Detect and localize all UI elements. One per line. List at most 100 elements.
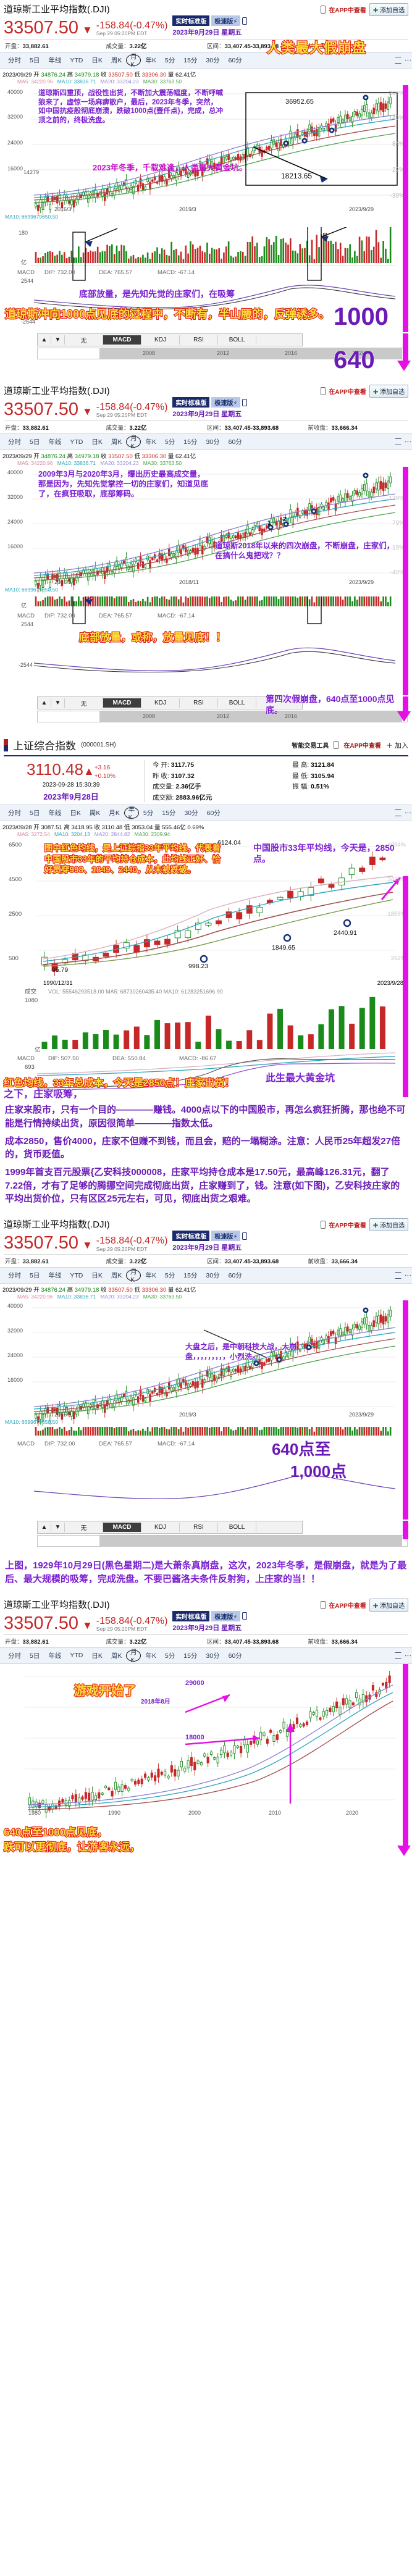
app-view-link[interactable]: 在APP中查看 — [329, 1602, 366, 1610]
tab-ytd[interactable]: YTD — [70, 56, 83, 64]
ind-down-icon[interactable]: ▼ — [51, 698, 65, 708]
ind-macd[interactable]: MACD — [103, 698, 141, 708]
tab-60min[interactable]: 60分 — [228, 438, 242, 446]
tab-5day[interactable]: 5日 — [30, 1272, 40, 1280]
ind-up-icon[interactable]: ▲ — [38, 1523, 51, 1533]
dji-indbar-3[interactable]: ▲ ▼ 无 MACD KDJ RSI BOLL — [0, 1521, 412, 1553]
ind-up-icon[interactable]: ▲ — [38, 698, 51, 708]
app-view-link[interactable]: 在APP中查看 — [329, 7, 366, 14]
sh-tab-60min[interactable]: 60分 — [206, 809, 221, 818]
fullscreen-icon[interactable] — [395, 438, 401, 445]
tab-weekk[interactable]: 周K — [111, 1272, 122, 1280]
tab-30min[interactable]: 30分 — [206, 57, 220, 64]
badge-standard[interactable]: 实时标准版 — [172, 397, 210, 408]
ind-kdj[interactable]: KDJ — [141, 698, 180, 708]
ind-kdj[interactable]: KDJ — [141, 335, 180, 345]
sh-tab-30min[interactable]: 30分 — [184, 809, 198, 818]
ind-rsi[interactable]: RSI — [180, 335, 218, 345]
dji-chart-canvas-1[interactable]: 40000 32000 24000 16000 14279 206% 145% … — [0, 40, 412, 227]
sh-tab-15min[interactable]: 15分 — [162, 809, 176, 818]
badge-standard[interactable]: 实时标准版 — [172, 1610, 210, 1621]
tab-yeark[interactable]: 年K — [145, 1272, 156, 1280]
dji-chart-canvas-3[interactable]: 40000 32000 24000 16000 大盘之后，是中朝科技大战，大崩盘… — [0, 1300, 412, 1428]
tab-yearline[interactable]: 年线 — [48, 1652, 62, 1660]
fullscreen-icon[interactable] — [395, 809, 401, 817]
ind-none[interactable]: 无 — [65, 697, 103, 709]
dji-chart-canvas-2[interactable]: 40000 32000 24000 16000 139% 79% 19% -40… — [0, 467, 412, 596]
ind-macd[interactable]: MACD — [103, 335, 141, 345]
tab-5min[interactable]: 5分 — [164, 57, 175, 64]
tab-5day[interactable]: 5日 — [30, 57, 40, 64]
tab-monthk-selected[interactable]: 月K — [126, 1268, 141, 1284]
tab-5day[interactable]: 5日 — [30, 438, 40, 446]
tab-fenshi[interactable]: 分时 — [8, 57, 21, 64]
tab-15min[interactable]: 15分 — [183, 57, 198, 64]
tab-ytd[interactable]: YTD — [70, 1652, 83, 1660]
more-options-icon[interactable]: ⋮ — [404, 57, 411, 64]
sh-volume-macd[interactable]: 1990/12/31 2023/9/28 成交 VOL: 55546293518… — [0, 980, 412, 1100]
tab-ytd[interactable]: YTD — [70, 438, 83, 446]
tab-yearline[interactable]: 年线 — [48, 1272, 62, 1280]
sh-tab-5day[interactable]: 5日 — [30, 809, 40, 818]
more-options-icon[interactable]: ⋮ — [404, 809, 411, 817]
dji-volume-macd-2[interactable]: 亿 MACD DIF: 732.00 DEA: 765.57 MACD: -67… — [0, 596, 412, 695]
badge-standard[interactable]: 实时标准版 — [172, 15, 210, 26]
more-options-icon[interactable]: ⋮ — [404, 1652, 411, 1659]
tab-fenshi[interactable]: 分时 — [8, 1272, 21, 1280]
tab-yearline[interactable]: 年线 — [48, 438, 62, 446]
tab-30min[interactable]: 30分 — [206, 1272, 220, 1280]
badge-fast[interactable]: 极速版⚡ — [211, 1231, 241, 1242]
badge-standard[interactable]: 实时标准版 — [172, 1231, 210, 1242]
tab-5day[interactable]: 5日 — [30, 1652, 40, 1660]
tab-ytd[interactable]: YTD — [70, 1271, 83, 1279]
tab-15min[interactable]: 15分 — [183, 1652, 198, 1660]
dji-indbar-2[interactable]: ▲ ▼ 无 MACD KDJ RSI BOLL 2008 2012 2016 第… — [0, 694, 412, 734]
tab-monthk-selected[interactable]: 月K — [126, 1649, 141, 1664]
sh-chart-canvas[interactable]: 6500 4500 2500 500 4994% 3426% 1859% 292… — [0, 838, 412, 981]
tab-fenshi[interactable]: 分时 — [8, 438, 21, 446]
ind-up-icon[interactable]: ▲ — [38, 335, 51, 345]
smart-trading-tool-link[interactable]: 智能交易工具 — [292, 743, 329, 750]
dji-volume-macd-3[interactable]: MACD DIF: 732.00 DEA: 765.57 MACD: -67.1… — [0, 1427, 412, 1520]
sh-tab-fenshi[interactable]: 分时 — [8, 809, 21, 818]
ind-boll[interactable]: BOLL — [218, 1523, 256, 1533]
tab-15min[interactable]: 15分 — [183, 438, 198, 446]
tab-5min[interactable]: 5分 — [164, 1272, 175, 1280]
add-watchlist-button[interactable]: ✚ 添加自选 — [369, 1598, 408, 1612]
tab-dayk[interactable]: 日K — [91, 1272, 103, 1280]
dji-volume-macd-1[interactable]: 180 亿 MACD DIF: 732.00 DEA: 765.57 MACD:… — [0, 227, 412, 332]
chart-range-scrollbar[interactable]: 2008 2012 2016 2020 — [37, 348, 408, 359]
ind-kdj[interactable]: KDJ — [141, 1523, 180, 1533]
sh-tab-dayk[interactable]: 日K — [70, 809, 81, 818]
tab-monthk-selected[interactable]: 月K — [126, 53, 141, 69]
tab-yearline[interactable]: 年线 — [48, 57, 62, 64]
chart-range-scrollbar-3[interactable] — [37, 1535, 408, 1547]
tab-dayk[interactable]: 日K — [91, 57, 103, 64]
tab-60min[interactable]: 60分 — [228, 1652, 242, 1660]
more-options-icon[interactable]: ⋮ — [404, 438, 411, 445]
badge-fast[interactable]: 极速版⚡ — [211, 15, 241, 26]
tab-60min[interactable]: 60分 — [228, 57, 242, 64]
tab-yeark[interactable]: 年K — [145, 57, 156, 64]
tab-15min[interactable]: 15分 — [183, 1272, 198, 1280]
add-watchlist-button[interactable]: ✚ 添加自选 — [369, 1218, 408, 1232]
tab-yeark[interactable]: 年K — [145, 1652, 156, 1660]
badge-fast[interactable]: 极速版⚡ — [211, 1610, 241, 1621]
tab-dayk[interactable]: 日K — [91, 438, 103, 446]
more-options-icon[interactable]: ⋮ — [404, 1272, 411, 1279]
dji-indbar-1[interactable]: ▲ ▼ 无 MACD KDJ RSI BOLL 2008 2012 2016 2… — [0, 307, 412, 382]
tab-5min[interactable]: 5分 — [164, 1652, 175, 1660]
tab-fenshi[interactable]: 分时 — [8, 1652, 21, 1660]
add-watchlist-button[interactable]: ✚ 添加自选 — [369, 3, 408, 16]
tab-30min[interactable]: 30分 — [206, 438, 220, 446]
ind-none[interactable]: 无 — [65, 1521, 103, 1534]
dji-chart-canvas-4[interactable]: 游戏开始了 29000 2018年8月 18000 1980 1990 2000… — [0, 1663, 412, 1825]
tab-weekk[interactable]: 周K — [111, 438, 122, 446]
ind-down-icon[interactable]: ▼ — [51, 1523, 65, 1533]
app-view-link[interactable]: 在APP中查看 — [329, 389, 366, 396]
badge-fast[interactable]: 极速版⚡ — [211, 397, 241, 408]
tab-dayk[interactable]: 日K — [91, 1652, 103, 1660]
ind-boll[interactable]: BOLL — [218, 698, 256, 708]
app-view-link[interactable]: 在APP中查看 — [329, 1223, 366, 1230]
tab-monthk-selected[interactable]: 月K — [126, 435, 141, 450]
